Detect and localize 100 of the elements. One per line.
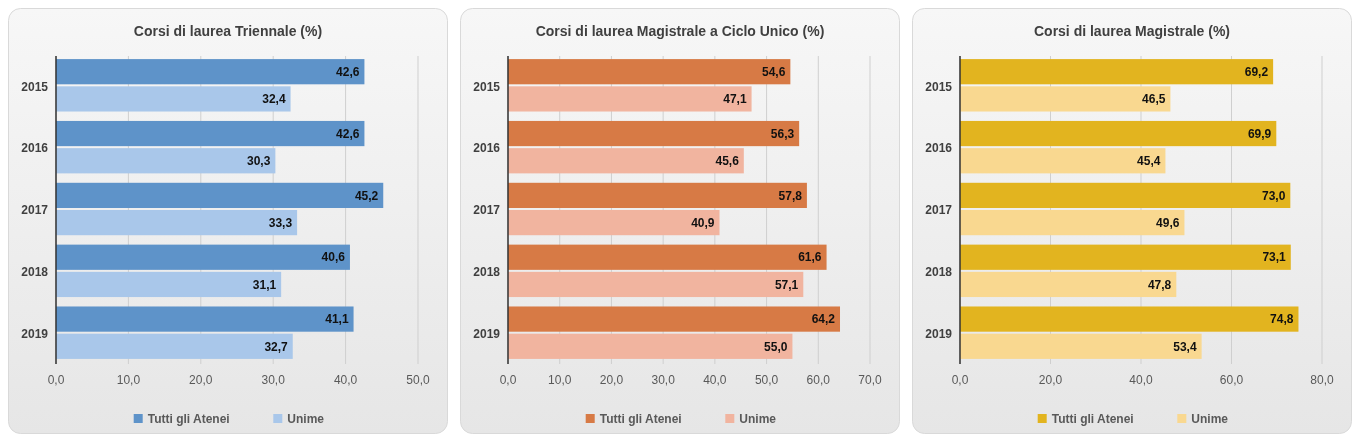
- data-label: 74,8: [1270, 312, 1294, 327]
- x-tick-label: 40,0: [1129, 373, 1153, 387]
- x-tick-label: 10,0: [116, 373, 141, 387]
- data-label: 40,6: [321, 250, 346, 265]
- legend-label: Unime: [739, 412, 777, 427]
- x-tick-label: 20,0: [599, 373, 624, 387]
- data-label: 45,4: [1137, 153, 1161, 168]
- x-tick-label: 60,0: [1219, 373, 1244, 387]
- bar: [508, 59, 791, 85]
- data-label: 73,1: [1262, 250, 1287, 265]
- bar: [56, 333, 293, 359]
- data-label: 45,2: [354, 188, 379, 203]
- x-tick-label: 10,0: [548, 373, 572, 387]
- bar: [56, 306, 354, 332]
- x-tick-label: 50,0: [406, 373, 430, 387]
- bar: [508, 86, 752, 112]
- y-tick-label: 2016: [473, 141, 501, 156]
- y-tick-label: 2015: [21, 79, 49, 94]
- data-label: 31,1: [252, 277, 277, 292]
- y-tick-label: 2015: [925, 79, 953, 94]
- data-label: 45,6: [715, 153, 740, 168]
- legend-label: Unime: [287, 412, 325, 427]
- x-tick-label: 30,0: [261, 373, 286, 387]
- bar: [508, 120, 800, 147]
- x-tick-label: 0,0: [951, 373, 969, 387]
- x-tick-label: 20,0: [1038, 373, 1063, 387]
- data-label: 64,2: [811, 312, 836, 327]
- legend-label: Tutti gli Atenei: [147, 412, 230, 427]
- y-tick-label: 2018: [473, 265, 501, 280]
- data-label: 61,6: [798, 250, 822, 265]
- data-label: 33,3: [268, 215, 293, 230]
- bar: [56, 244, 350, 270]
- data-label: 57,1: [774, 277, 799, 292]
- bar: [960, 86, 1171, 112]
- bar: [508, 333, 793, 359]
- bar: [56, 182, 384, 208]
- bar: [508, 210, 720, 236]
- bar: [56, 86, 291, 112]
- bar: [56, 120, 365, 147]
- x-tick-label: 60,0: [806, 373, 831, 387]
- data-label: 53,4: [1173, 339, 1197, 354]
- x-tick-label: 0,0: [47, 373, 65, 387]
- data-label: 41,1: [325, 312, 349, 327]
- chart-title: Corsi di laurea Triennale (%): [133, 23, 323, 39]
- y-tick-label: 2018: [21, 265, 49, 280]
- data-label: 49,6: [1156, 215, 1180, 230]
- y-tick-label: 2016: [21, 141, 49, 156]
- data-label: 69,2: [1244, 64, 1269, 79]
- x-tick-label: 80,0: [1310, 373, 1334, 387]
- y-tick-label: 2015: [473, 79, 501, 94]
- x-tick-label: 40,0: [703, 373, 727, 387]
- data-label: 32,4: [262, 92, 286, 107]
- bar: [508, 244, 827, 270]
- x-tick-label: 0,0: [499, 373, 517, 387]
- bar: [960, 120, 1277, 147]
- y-tick-label: 2017: [473, 203, 501, 218]
- data-label: 42,6: [336, 64, 360, 79]
- legend-label: Unime: [1191, 412, 1229, 427]
- bar: [508, 306, 841, 332]
- x-tick-label: 30,0: [651, 373, 676, 387]
- bar: [960, 306, 1299, 332]
- y-tick-label: 2016: [925, 141, 953, 156]
- bar: [960, 333, 1202, 359]
- bar: [56, 59, 365, 85]
- bar: [56, 210, 298, 236]
- chart-title: Corsi di laurea Magistrale a Ciclo Unico (%): [535, 23, 825, 39]
- bar: [960, 148, 1166, 174]
- data-label: 56,3: [770, 126, 795, 141]
- bar: [508, 182, 807, 208]
- data-label: 46,5: [1142, 92, 1166, 107]
- data-label: 54,6: [762, 64, 786, 79]
- y-tick-label: 2019: [925, 326, 953, 341]
- data-label: 40,9: [691, 215, 715, 230]
- bar: [960, 182, 1291, 208]
- data-label: 73,0: [1261, 188, 1286, 203]
- data-label: 42,6: [336, 126, 360, 141]
- legend-label: Tutti gli Atenei: [599, 412, 682, 427]
- data-label: 47,1: [723, 92, 747, 107]
- bar: [56, 271, 282, 298]
- data-label: 69,9: [1247, 126, 1272, 141]
- bar: [960, 59, 1274, 85]
- data-label: 32,7: [264, 339, 289, 354]
- legend-label: Tutti gli Atenei: [1051, 412, 1134, 427]
- bar: [56, 148, 276, 174]
- chart-title: Corsi di laurea Magistrale (%): [1033, 23, 1231, 39]
- bar: [960, 210, 1185, 236]
- y-tick-label: 2018: [925, 265, 953, 280]
- y-tick-label: 2017: [21, 203, 49, 218]
- y-tick-label: 2019: [21, 326, 49, 341]
- bar: [508, 148, 744, 174]
- data-label: 30,3: [247, 153, 271, 168]
- bar: [960, 244, 1291, 270]
- x-tick-label: 20,0: [189, 373, 213, 387]
- bar: [960, 271, 1177, 298]
- data-label: 55,0: [764, 339, 788, 354]
- y-tick-label: 2019: [473, 326, 501, 341]
- data-label: 47,8: [1147, 277, 1172, 292]
- y-tick-label: 2017: [925, 203, 953, 218]
- x-tick-label: 40,0: [333, 373, 358, 387]
- bar: [508, 271, 804, 298]
